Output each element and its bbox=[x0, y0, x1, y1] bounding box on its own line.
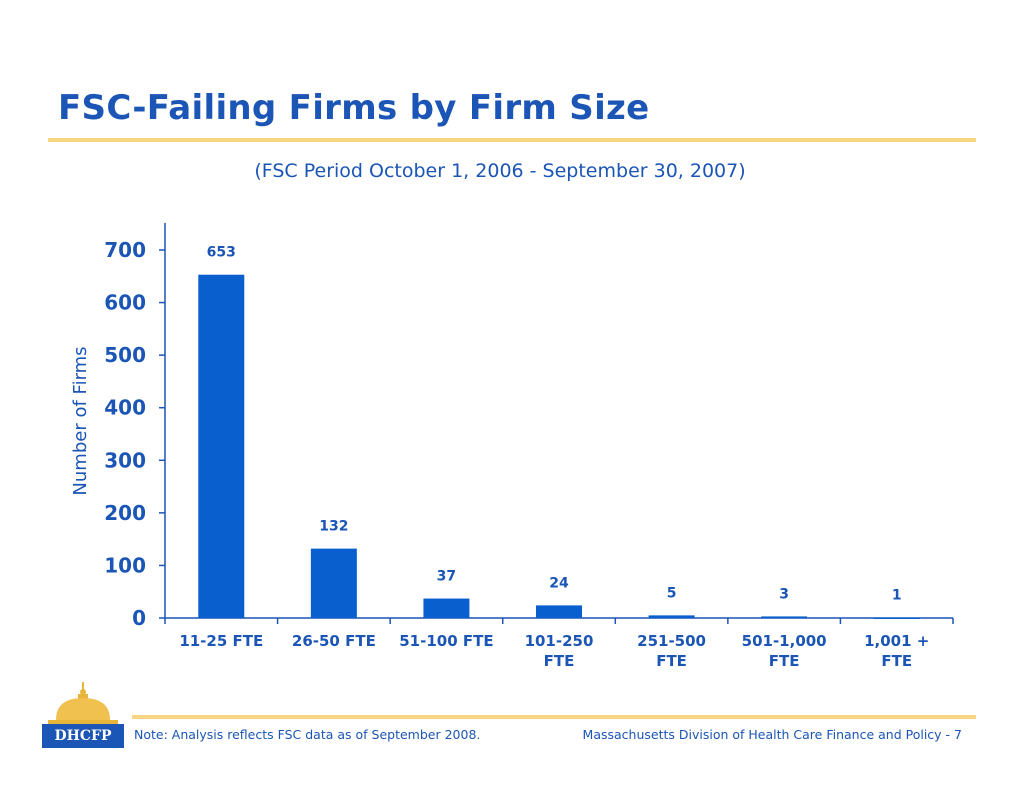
bar bbox=[761, 616, 808, 618]
bar bbox=[873, 617, 920, 619]
bar bbox=[198, 274, 245, 618]
y-axis-label: Number of Firms bbox=[70, 346, 91, 495]
data-label: 132 bbox=[319, 519, 348, 535]
chart-subtitle: (FSC Period October 1, 2006 - September … bbox=[254, 160, 746, 182]
x-category-label: 11-25 FTE bbox=[179, 632, 263, 650]
page-title: FSC-Failing Firms by Firm Size bbox=[58, 88, 650, 128]
data-label: 24 bbox=[549, 575, 569, 591]
x-category-label: 1,001 + bbox=[864, 632, 929, 650]
footer-rule bbox=[132, 715, 976, 719]
x-category-label: 101-250 bbox=[525, 632, 594, 650]
data-label: 5 bbox=[667, 585, 677, 601]
bar bbox=[536, 605, 582, 618]
data-label: 37 bbox=[437, 569, 456, 585]
y-tick-label: 400 bbox=[104, 396, 146, 420]
y-tick-label: 0 bbox=[132, 606, 146, 630]
x-category-label: 251-500 bbox=[637, 632, 706, 650]
x-category-label: FTE bbox=[769, 652, 800, 670]
state-house-dome-icon bbox=[48, 682, 118, 724]
footer-source: Massachusetts Division of Health Care Fi… bbox=[582, 727, 962, 742]
title-underline bbox=[48, 138, 976, 142]
data-label: 653 bbox=[207, 245, 236, 261]
y-tick-label: 200 bbox=[104, 501, 146, 525]
y-tick-label: 600 bbox=[104, 291, 146, 315]
bar bbox=[648, 615, 695, 618]
y-tick-label: 700 bbox=[104, 238, 146, 262]
logo-text: DHCFP bbox=[42, 724, 124, 748]
x-category-label: FTE bbox=[881, 652, 912, 670]
x-category-label: FTE bbox=[656, 652, 687, 670]
bar bbox=[423, 598, 470, 618]
footer-note: Note: Analysis reflects FSC data as of S… bbox=[134, 727, 481, 742]
x-category-label: 501-1,000 bbox=[742, 632, 827, 650]
y-tick-label: 500 bbox=[104, 343, 146, 367]
bar-chart: 0 100 200 300 400 500 600 700 Number of Firms 653… bbox=[70, 223, 954, 670]
data-label: 1 bbox=[892, 587, 902, 603]
dhcfp-logo: DHCFP bbox=[36, 680, 130, 750]
x-category-label: 51-100 FTE bbox=[399, 632, 493, 650]
bar bbox=[310, 548, 357, 618]
y-tick-label: 100 bbox=[104, 553, 146, 577]
y-tick-label: 300 bbox=[104, 448, 146, 472]
x-category-label: FTE bbox=[544, 652, 575, 670]
x-category-label: 26-50 FTE bbox=[292, 632, 376, 650]
data-label: 3 bbox=[779, 586, 789, 602]
